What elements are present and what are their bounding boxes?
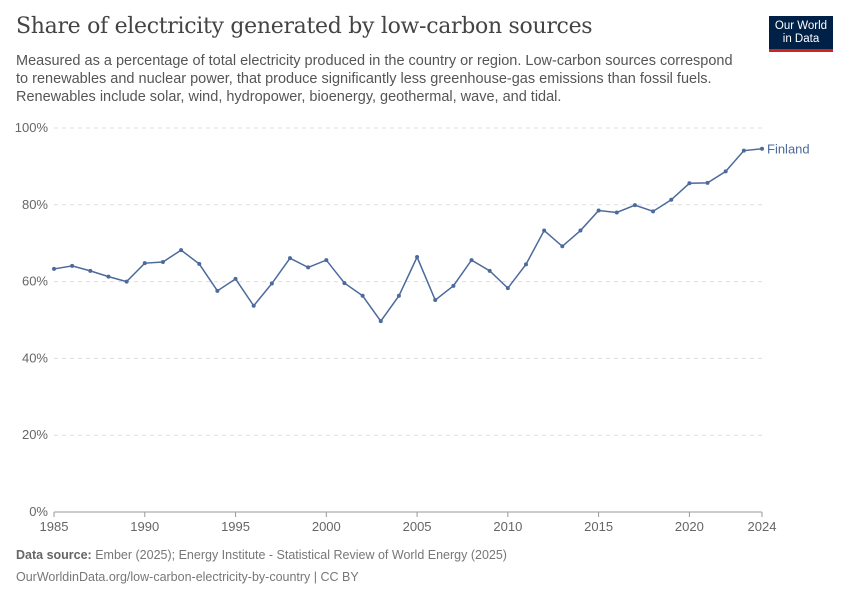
data-point [505,286,510,291]
series-line-finland [53,147,763,323]
x-tick-label: 2024 [748,519,777,534]
chart-subtitle: Measured as a percentage of total electr… [16,53,733,105]
data-point [88,268,93,273]
data-point [106,274,111,279]
data-point [251,303,256,308]
data-point [596,208,601,213]
data-point [179,248,184,253]
data-point [705,180,710,185]
data-point [578,228,583,233]
y-tick-label: 20% [22,427,48,442]
y-tick-label: 60% [22,274,48,289]
data-point [269,281,274,286]
x-tick-label: 1985 [40,519,69,534]
data-point [651,209,656,214]
data-point [415,255,420,260]
data-point [469,258,474,263]
data-point [396,293,401,298]
data-point [324,258,329,263]
data-point [378,319,383,324]
x-tick-label: 2020 [675,519,704,534]
series-label: Finland [767,142,810,157]
x-tick-label: 2005 [403,519,432,534]
source-text: Ember (2025); Energy Institute - Statist… [95,548,507,562]
data-point [614,210,619,215]
x-tick-label: 2010 [493,519,522,534]
x-tick-label: 2015 [584,519,613,534]
data-point [342,281,347,286]
data-point [687,181,692,186]
x-tick-label: 2000 [312,519,341,534]
data-point [451,283,456,288]
y-tick-label: 100% [15,120,49,135]
source-url[interactable]: OurWorldinData.org/low-carbon-electricit… [16,570,359,584]
data-point [741,148,746,153]
x-tick-label: 1995 [221,519,250,534]
data-point [360,293,365,298]
data-point [433,298,438,303]
data-point [124,279,129,284]
data-point [215,288,220,293]
data-point [52,266,56,271]
source-label: Data source: [16,548,92,562]
data-point [560,244,565,249]
owid-logo[interactable]: Our World in Data [769,16,833,52]
data-point [306,265,311,270]
y-tick-label: 0% [29,504,48,519]
data-point [160,260,165,265]
data-point [524,262,528,267]
data-point [233,276,238,281]
data-point [487,268,492,273]
data-point [669,197,674,202]
data-point [70,263,75,268]
data-point [723,169,728,174]
data-point [760,146,764,151]
data-source: Data source: Ember (2025); Energy Instit… [16,548,507,562]
data-point [632,203,637,208]
data-point [197,261,202,266]
y-tick-label: 80% [22,197,48,212]
chart-title: Share of electricity generated by low-ca… [16,14,593,39]
data-point [142,261,147,266]
data-point [288,256,292,261]
data-point [542,228,547,233]
x-tick-label: 1990 [130,519,159,534]
y-tick-label: 40% [22,350,48,365]
